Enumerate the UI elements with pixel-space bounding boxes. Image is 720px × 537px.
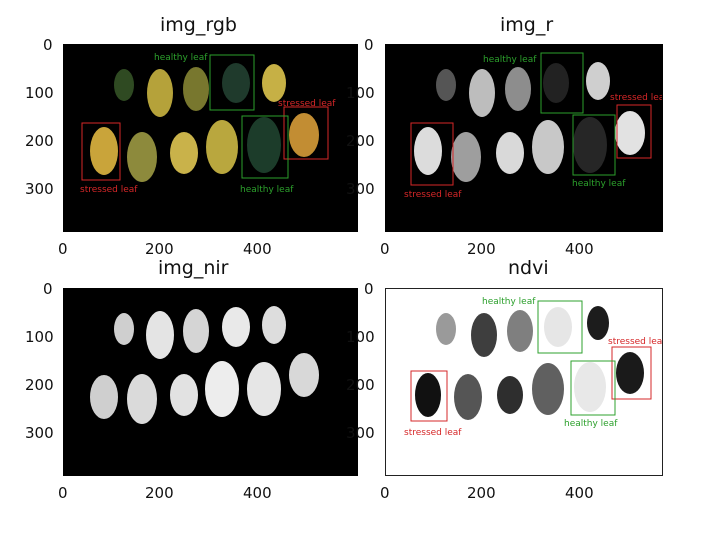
leaf [183,309,209,353]
image-axes-ndvi: healthy leaf stressed leaf stressed leaf… [385,288,663,476]
x-tick-label: 0 [380,240,390,258]
leaf [205,361,239,417]
y-tick-label: 0 [364,280,374,298]
image-axes-nir [63,288,358,476]
annotation-label: healthy leaf [482,297,536,307]
leaf-image-r: healthy leaf stressed leaf stressed leaf… [404,52,662,200]
leaf [573,117,607,173]
leaf-image-rgb: healthy leaf stressed leaf stressed leaf… [80,53,336,195]
annotation-label: healthy leaf [564,419,618,429]
y-tick-label: 100 [346,328,375,346]
leaf [206,120,238,174]
leaf [247,117,281,173]
leaf [451,132,481,182]
leaf [170,132,198,174]
y-tick-label: 300 [25,180,54,198]
leaf [114,69,134,101]
annotation-label: stressed leaf [278,99,336,109]
leaf [127,132,157,182]
leaf [586,62,610,100]
y-tick-label: 200 [25,132,54,150]
y-tick-label: 200 [346,132,375,150]
image-axes-r: healthy leaf stressed leaf stressed leaf… [385,44,663,232]
leaf [497,376,523,414]
image-axes-rgb: healthy leaf stressed leaf stressed leaf… [63,44,358,232]
x-tick-label: 400 [565,240,594,258]
leaf [183,67,209,111]
leaf [414,127,442,175]
y-tick-label: 100 [25,328,54,346]
leaf [262,64,286,102]
y-tick-label: 0 [43,36,53,54]
annotation-label: stressed leaf [80,185,138,195]
leaf [289,353,319,397]
leaf [454,374,482,420]
leaf [587,306,609,340]
leaf [147,69,173,117]
x-tick-label: 400 [243,484,272,502]
x-tick-label: 200 [145,484,174,502]
leaf [532,120,564,174]
panel-title-rgb: img_rgb [160,14,237,36]
leaf [505,67,531,111]
leaf [469,69,495,117]
leaf-image-ndvi: healthy leaf stressed leaf stressed leaf… [404,297,662,438]
leaf [436,313,456,345]
leaf [496,132,524,174]
y-tick-label: 0 [364,36,374,54]
leaf [615,111,645,155]
x-tick-label: 0 [380,484,390,502]
y-tick-label: 100 [346,84,375,102]
leaf [574,362,606,412]
leaf [471,313,497,357]
panel-title-r: img_r [500,14,554,36]
y-tick-label: 300 [346,424,375,442]
leaf [436,69,456,101]
leaf [415,373,441,417]
annotation-label: healthy leaf [572,179,626,189]
leaf [127,374,157,424]
y-tick-label: 200 [346,376,375,394]
leaf [543,63,569,103]
y-tick-label: 0 [43,280,53,298]
y-tick-label: 100 [25,84,54,102]
annotation-label: stressed leaf [608,337,662,347]
y-tick-label: 300 [25,424,54,442]
leaf [90,375,118,419]
x-tick-label: 200 [145,240,174,258]
leaf [222,307,250,347]
panel-title-ndvi: ndvi [508,257,549,279]
y-tick-label: 300 [346,180,375,198]
annotation-label: stressed leaf [404,428,462,438]
leaf [90,127,118,175]
leaf [544,307,572,347]
leaf [262,306,286,344]
leaf [222,63,250,103]
leaf [616,352,644,394]
panel-title-nir: img_nir [158,257,229,279]
y-tick-label: 200 [25,376,54,394]
annotation-label: healthy leaf [483,55,537,65]
x-tick-label: 0 [58,240,68,258]
x-tick-label: 400 [243,240,272,258]
leaf [146,311,174,359]
x-tick-label: 200 [467,240,496,258]
leaf [507,310,533,352]
leaf-image-nir [90,306,319,424]
leaf [532,363,564,415]
x-tick-label: 0 [58,484,68,502]
leaf [114,313,134,345]
leaf [289,113,319,157]
leaf [247,362,281,416]
x-tick-label: 400 [565,484,594,502]
leaf [170,374,198,416]
annotation-label: stressed leaf [610,93,662,103]
annotation-label: healthy leaf [154,53,208,63]
x-tick-label: 200 [467,484,496,502]
annotation-label: healthy leaf [240,185,294,195]
annotation-label: stressed leaf [404,190,462,200]
